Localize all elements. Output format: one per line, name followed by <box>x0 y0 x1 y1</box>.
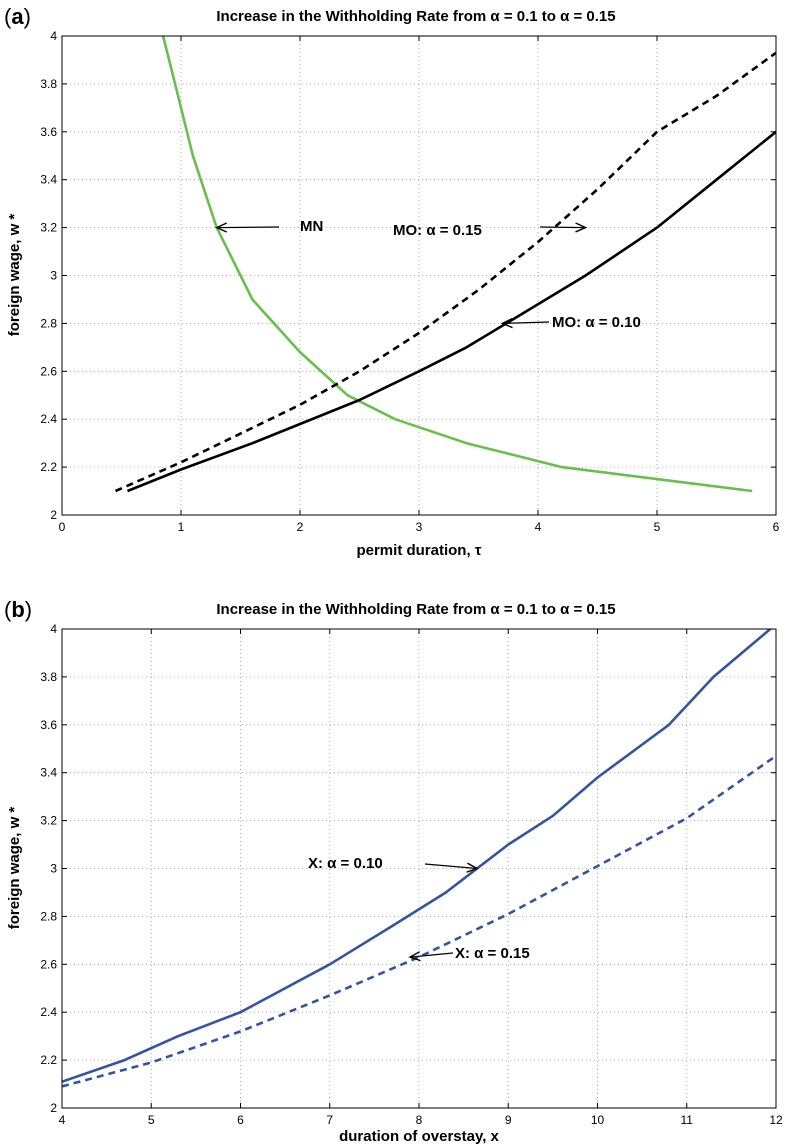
annotation-arrow-shaft <box>539 226 586 229</box>
x-tick-label: 6 <box>773 520 780 534</box>
annotation-label: MN <box>300 218 323 235</box>
x-tick-label: 12 <box>769 1113 783 1127</box>
series-line-x-0-10 <box>62 629 773 1083</box>
x-tick-label: 9 <box>505 1113 512 1127</box>
annotation-arrow-head <box>500 317 513 329</box>
y-tick-label: 2.4 <box>40 1005 57 1019</box>
panel-a: (a) Increase in the Withholding Rate fro… <box>4 4 780 559</box>
panel-a-ylabel: foreign wage, w * <box>6 214 23 337</box>
series-line-mn <box>161 36 753 493</box>
panel-b: (b) Increase in the Withholding Rate fro… <box>4 597 783 1145</box>
annotation-arrow-head <box>466 862 479 873</box>
x-tick-label: 5 <box>148 1113 155 1127</box>
annotation-arrow-shaft <box>410 952 454 958</box>
panel-a-xlabel: permit duration, τ <box>356 542 481 559</box>
panel-a-grid <box>62 36 776 515</box>
annotation-label: X: α = 0.15 <box>455 945 530 962</box>
y-tick-label: 3.2 <box>40 221 57 235</box>
annotation-arrow-head <box>408 951 421 962</box>
y-tick-label: 3.8 <box>40 77 57 91</box>
x-tick-label: 6 <box>237 1113 244 1127</box>
series-line-x-0-15 <box>62 754 776 1088</box>
y-tick-label: 2.2 <box>40 1053 57 1067</box>
x-tick-label: 11 <box>681 1113 694 1127</box>
panel-a-ticks: 0 1 2 3 4 5 6 2 2.2 2.4 2.6 2.8 3 3.2 3.4 3.6 3.8 4 <box>40 29 779 534</box>
panel-b-ylabel: foreign wage, w * <box>6 807 23 930</box>
y-tick-label: 2.2 <box>40 460 57 474</box>
y-tick-label: 4 <box>50 622 57 636</box>
annotation-arrow-shaft <box>216 226 280 229</box>
x-tick-label: 2 <box>297 520 304 534</box>
y-tick-label: 2.8 <box>40 316 57 330</box>
panel-b-xlabel: duration of overstay, x <box>339 1128 499 1145</box>
annotation-arrow-head <box>575 222 588 233</box>
x-tick-label: 4 <box>535 520 542 534</box>
y-tick-label: 3.2 <box>40 814 57 828</box>
x-tick-label: 5 <box>654 520 661 534</box>
y-tick-label: 3.6 <box>40 125 57 139</box>
y-tick-label: 4 <box>50 29 57 43</box>
annotation-label: MO: α = 0.10 <box>552 314 641 331</box>
annotation-arrow-shaft <box>502 321 550 324</box>
x-tick-label: 8 <box>416 1113 423 1127</box>
x-tick-label: 1 <box>178 520 185 534</box>
panel-b-label: (b) <box>4 597 32 622</box>
panel-b-grid <box>62 629 776 1108</box>
y-tick-label: 2 <box>50 508 57 522</box>
y-tick-label: 3.8 <box>40 670 57 684</box>
annotation-arrow-shaft <box>424 863 478 870</box>
x-tick-label: 7 <box>326 1113 333 1127</box>
annotation-label: X: α = 0.10 <box>308 855 383 872</box>
panel-a-annotations: MN MO: α = 0.15 MO: α = 0.10 <box>214 218 641 331</box>
y-tick-label: 2.4 <box>40 412 57 426</box>
panel-b-ticks: 4 5 6 7 8 9 10 11 12 2 2.2 2.4 2.6 2.8 3 3.2 3.4 3.6 3.8 4 <box>40 622 783 1127</box>
annotation-arrow-head <box>214 222 228 233</box>
panel-b-annotations: X: α = 0.10 X: α = 0.15 <box>308 855 530 962</box>
series-line-mo-0-10 <box>127 130 776 493</box>
x-tick-label: 0 <box>59 520 66 534</box>
y-tick-label: 2.6 <box>40 364 57 378</box>
y-tick-label: 2.8 <box>40 909 57 923</box>
y-tick-label: 2 <box>50 1101 57 1115</box>
panel-b-title: Increase in the Withholding Rate from α … <box>216 601 615 618</box>
y-tick-label: 3.4 <box>40 766 57 780</box>
x-tick-label: 10 <box>591 1113 605 1127</box>
series-line-mo-0-15 <box>114 51 776 493</box>
annotation-label: MO: α = 0.15 <box>393 222 482 239</box>
y-tick-label: 2.6 <box>40 957 57 971</box>
panel-a-title: Increase in the Withholding Rate from α … <box>216 8 615 25</box>
x-tick-label: 4 <box>59 1113 66 1127</box>
y-tick-label: 3 <box>50 269 57 283</box>
panel-a-label: (a) <box>4 4 31 29</box>
panel-b-series <box>62 629 776 1088</box>
y-tick-label: 3 <box>50 862 57 876</box>
x-tick-label: 3 <box>416 520 423 534</box>
y-tick-label: 3.6 <box>40 718 57 732</box>
panel-a-series <box>114 36 776 493</box>
y-tick-label: 3.4 <box>40 173 57 187</box>
